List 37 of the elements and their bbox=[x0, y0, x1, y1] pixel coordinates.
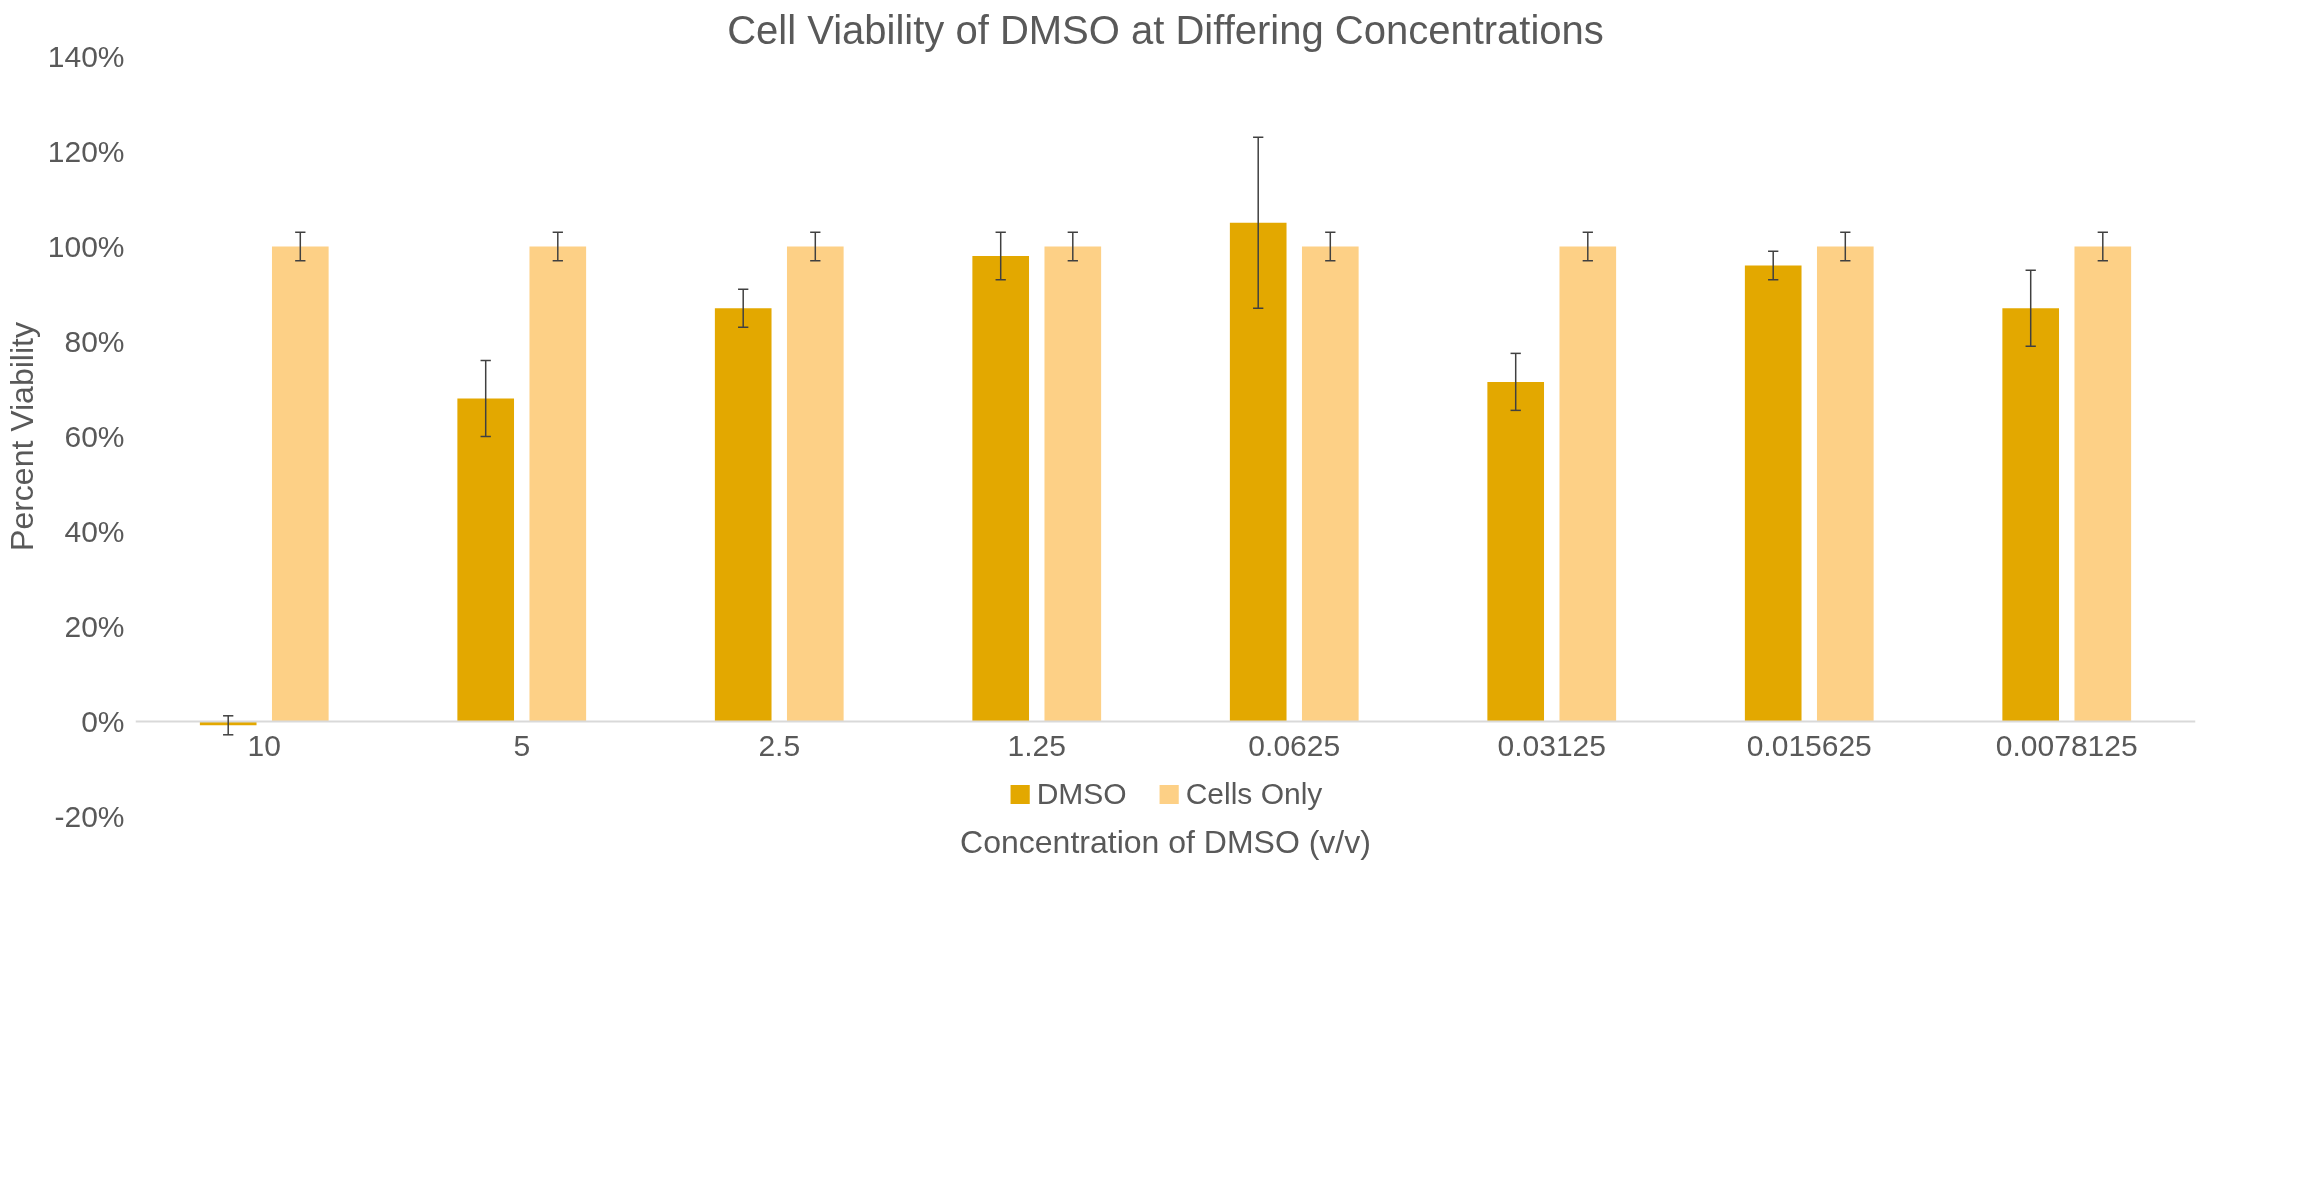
y-tick-label: 40% bbox=[64, 515, 125, 548]
x-tick-label: 0.015625 bbox=[1746, 728, 1872, 762]
x-tick-label: 5 bbox=[513, 728, 531, 762]
bar bbox=[786, 246, 844, 722]
x-tick-label: 2.5 bbox=[758, 728, 801, 762]
x-tick-label: 0.03125 bbox=[1497, 728, 1606, 762]
bar bbox=[529, 246, 587, 722]
y-tick-label: 20% bbox=[64, 610, 125, 643]
legend-label: DMSO bbox=[1036, 777, 1127, 811]
bar bbox=[1816, 246, 1874, 722]
x-tick-label: 0.0078125 bbox=[1995, 728, 2138, 762]
bar bbox=[271, 246, 329, 722]
legend-label: Cells Only bbox=[1185, 777, 1323, 811]
y-tick-label: 60% bbox=[64, 420, 125, 453]
x-tick-label: 10 bbox=[247, 728, 281, 762]
bar bbox=[457, 398, 515, 722]
x-tick-label: 0.0625 bbox=[1248, 728, 1341, 762]
bar bbox=[2002, 308, 2060, 722]
y-tick-label: 120% bbox=[47, 135, 125, 168]
chart-title: Cell Viability of DMSO at Differing Concentrations bbox=[727, 7, 1604, 52]
bar bbox=[714, 308, 772, 722]
y-tick-label: -20% bbox=[54, 800, 125, 833]
bar bbox=[1487, 381, 1545, 722]
y-axis-title: Percent Viability bbox=[3, 322, 40, 551]
bar bbox=[1559, 246, 1617, 722]
bar bbox=[1301, 246, 1359, 722]
bar bbox=[1229, 222, 1287, 722]
y-tick-label: 0% bbox=[81, 705, 125, 738]
y-tick-label: 100% bbox=[47, 230, 125, 263]
bar bbox=[2074, 246, 2132, 722]
y-tick-label: 140% bbox=[47, 40, 125, 73]
x-axis-title: Concentration of DMSO (v/v) bbox=[960, 823, 1371, 860]
bar bbox=[1044, 246, 1102, 722]
y-tick-label: 80% bbox=[64, 325, 125, 358]
bar bbox=[1744, 265, 1802, 722]
bar bbox=[972, 256, 1030, 722]
x-tick-label: 1.25 bbox=[1007, 728, 1066, 762]
